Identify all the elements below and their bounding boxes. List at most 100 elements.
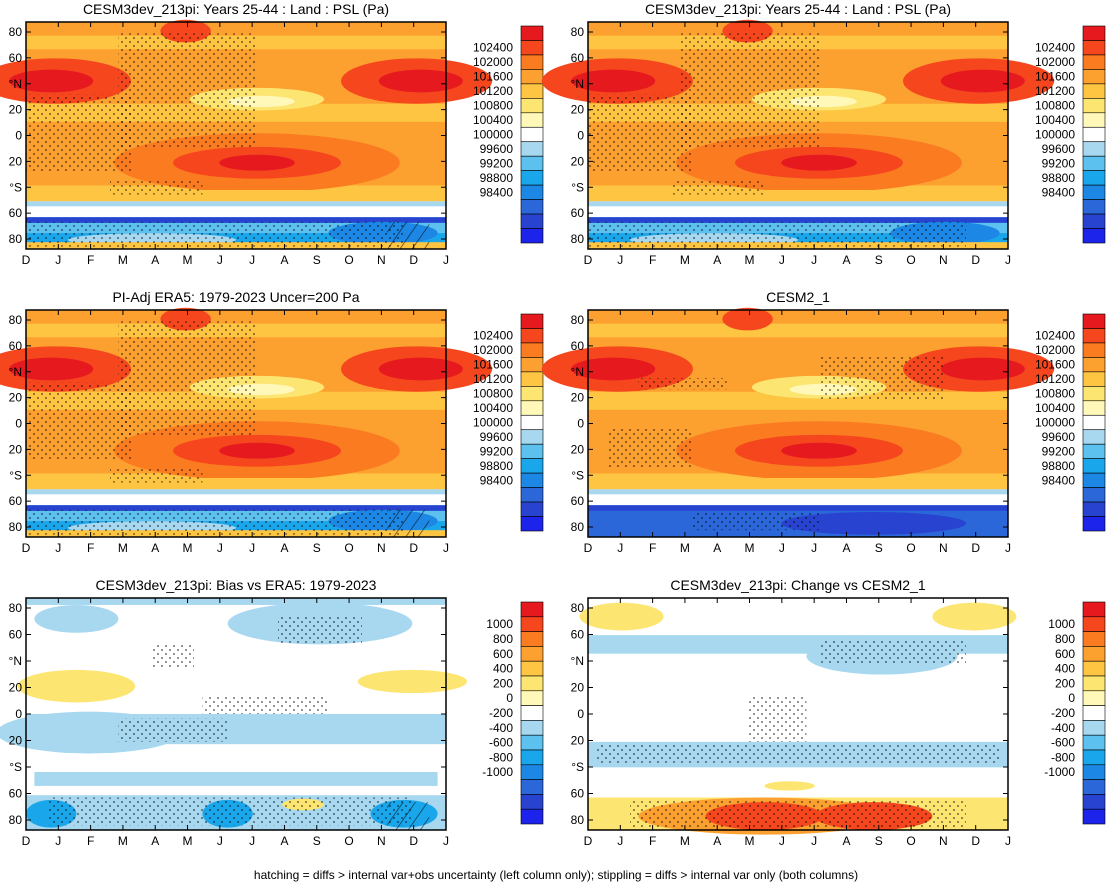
x-tick-label: A — [280, 834, 288, 848]
band-gap-2 — [26, 498, 446, 506]
hatch-region — [387, 802, 430, 830]
x-tick-label: J — [1005, 834, 1011, 848]
colorbar-swatch — [1082, 646, 1106, 662]
high-left-core — [571, 357, 656, 381]
colorbar-label: -1000 — [482, 765, 513, 779]
y-tick-label: 0 — [15, 129, 22, 143]
y-tick-label: 80 — [9, 313, 23, 327]
colorbar-label: 1000 — [1048, 617, 1075, 631]
colorbar-label: 99200 — [1042, 156, 1076, 170]
band-antarctic-edge — [588, 505, 1008, 511]
panel-3: PI-Adj ERA5: 1979-2023 Uncer=200 Pa 80 60 °… — [0, 289, 544, 555]
x-tick-label: D — [22, 834, 31, 848]
colorbar-swatch — [520, 199, 544, 215]
colorbar-label: -400 — [1051, 721, 1075, 735]
x-tick-label: J — [811, 253, 817, 267]
stipple-region-4 — [819, 355, 945, 401]
x-tick-label: A — [151, 834, 159, 848]
y-tick-label: °N — [571, 654, 584, 668]
x-tick-label: O — [906, 834, 915, 848]
x-tick-label: F — [87, 834, 94, 848]
high-left-core — [571, 69, 656, 93]
colorbar-swatch — [520, 516, 544, 532]
stipple-region-3 — [118, 718, 228, 742]
colorbar: 1024001020001016001012001008001004001000… — [473, 25, 544, 244]
colorbar-swatch — [1082, 141, 1106, 157]
colorbar-label: -200 — [489, 706, 513, 720]
x-tick-label: J — [617, 253, 623, 267]
band-front — [588, 489, 1008, 499]
colorbar-label: 800 — [493, 632, 513, 646]
colorbar-swatch — [1082, 313, 1106, 329]
x-tick-label: S — [875, 541, 883, 555]
y-tick-label: 0 — [577, 129, 584, 143]
colorbar-label: 800 — [1055, 632, 1075, 646]
band-front — [26, 201, 446, 211]
colorbar-swatch — [520, 794, 544, 810]
colorbar-label: 102000 — [1035, 343, 1075, 357]
colorbar-label: 102000 — [473, 55, 513, 69]
x-tick-label: D — [584, 253, 593, 267]
colorbar-swatch — [1082, 458, 1106, 474]
colorbar-swatch — [1082, 808, 1106, 825]
colorbar-label: 98800 — [1042, 459, 1076, 473]
band-front — [588, 201, 1008, 211]
y-tick-label: °N — [9, 77, 22, 91]
colorbar-label: -800 — [1051, 750, 1075, 764]
y-tick-label: 60 — [9, 339, 23, 353]
band-subpolar — [26, 477, 446, 490]
band-arctic — [588, 22, 1008, 36]
colorbar-swatch — [1082, 794, 1106, 810]
pos-right — [357, 669, 467, 694]
colorbar-swatch — [1082, 472, 1106, 488]
y-tick-label: 20 — [571, 734, 585, 748]
high-left-core — [9, 69, 94, 93]
pos-nw — [579, 602, 664, 631]
x-tick-label: A — [842, 253, 850, 267]
colorbar-swatch — [1082, 516, 1106, 532]
y-tick-label: 80 — [9, 520, 23, 534]
colorbar-label: 0 — [506, 691, 513, 705]
colorbar-swatch — [520, 705, 544, 721]
sh-high-max — [219, 154, 295, 171]
colorbar: 1024001020001016001012001008001004001000… — [1035, 25, 1106, 244]
x-tick-label: J — [811, 834, 817, 848]
panel-1: CESM3dev_213pi: Years 25-44 : Land : PSL… — [0, 1, 544, 267]
colorbar-swatch — [1082, 83, 1106, 99]
band-gap-2 — [588, 498, 1008, 506]
x-tick-label: D — [971, 541, 980, 555]
colorbar-swatch — [520, 357, 544, 373]
colorbar-swatch — [1082, 112, 1106, 128]
colorbar-label: 98800 — [1042, 171, 1076, 185]
colorbar-label: 100800 — [473, 387, 513, 401]
y-tick-label: 60 — [9, 494, 23, 508]
y-tick-label: 80 — [571, 520, 585, 534]
y-tick-label: 60 — [571, 787, 585, 801]
x-tick-label: D — [584, 834, 593, 848]
y-tick-label: 20 — [9, 442, 23, 456]
x-tick-label: D — [22, 541, 31, 555]
colorbar-swatch — [520, 98, 544, 114]
stipple-region-3 — [693, 512, 819, 531]
colorbar-swatch — [520, 69, 544, 85]
x-tick-label: M — [183, 541, 193, 555]
y-tick-label: 20 — [9, 681, 23, 695]
x-tick-label: M — [680, 541, 690, 555]
x-tick-label: F — [649, 541, 656, 555]
colorbar-swatch — [520, 443, 544, 459]
colorbar-label: 98800 — [480, 459, 514, 473]
y-tick-label: 80 — [9, 601, 23, 615]
colorbar-label: -400 — [489, 721, 513, 735]
band-gap-1 — [26, 494, 446, 499]
high-right-core — [378, 357, 463, 381]
high-right-core — [940, 69, 1025, 93]
y-tick-label: 20 — [571, 391, 585, 405]
stipple-region-2 — [588, 94, 693, 172]
y-tick-label: 60 — [9, 628, 23, 642]
x-tick-label: J — [249, 253, 255, 267]
colorbar-label: 100000 — [473, 128, 513, 142]
colorbar-swatch — [520, 720, 544, 736]
pos-left — [17, 669, 136, 703]
colorbar-label: -1000 — [1044, 765, 1075, 779]
x-tick-label: D — [409, 834, 418, 848]
